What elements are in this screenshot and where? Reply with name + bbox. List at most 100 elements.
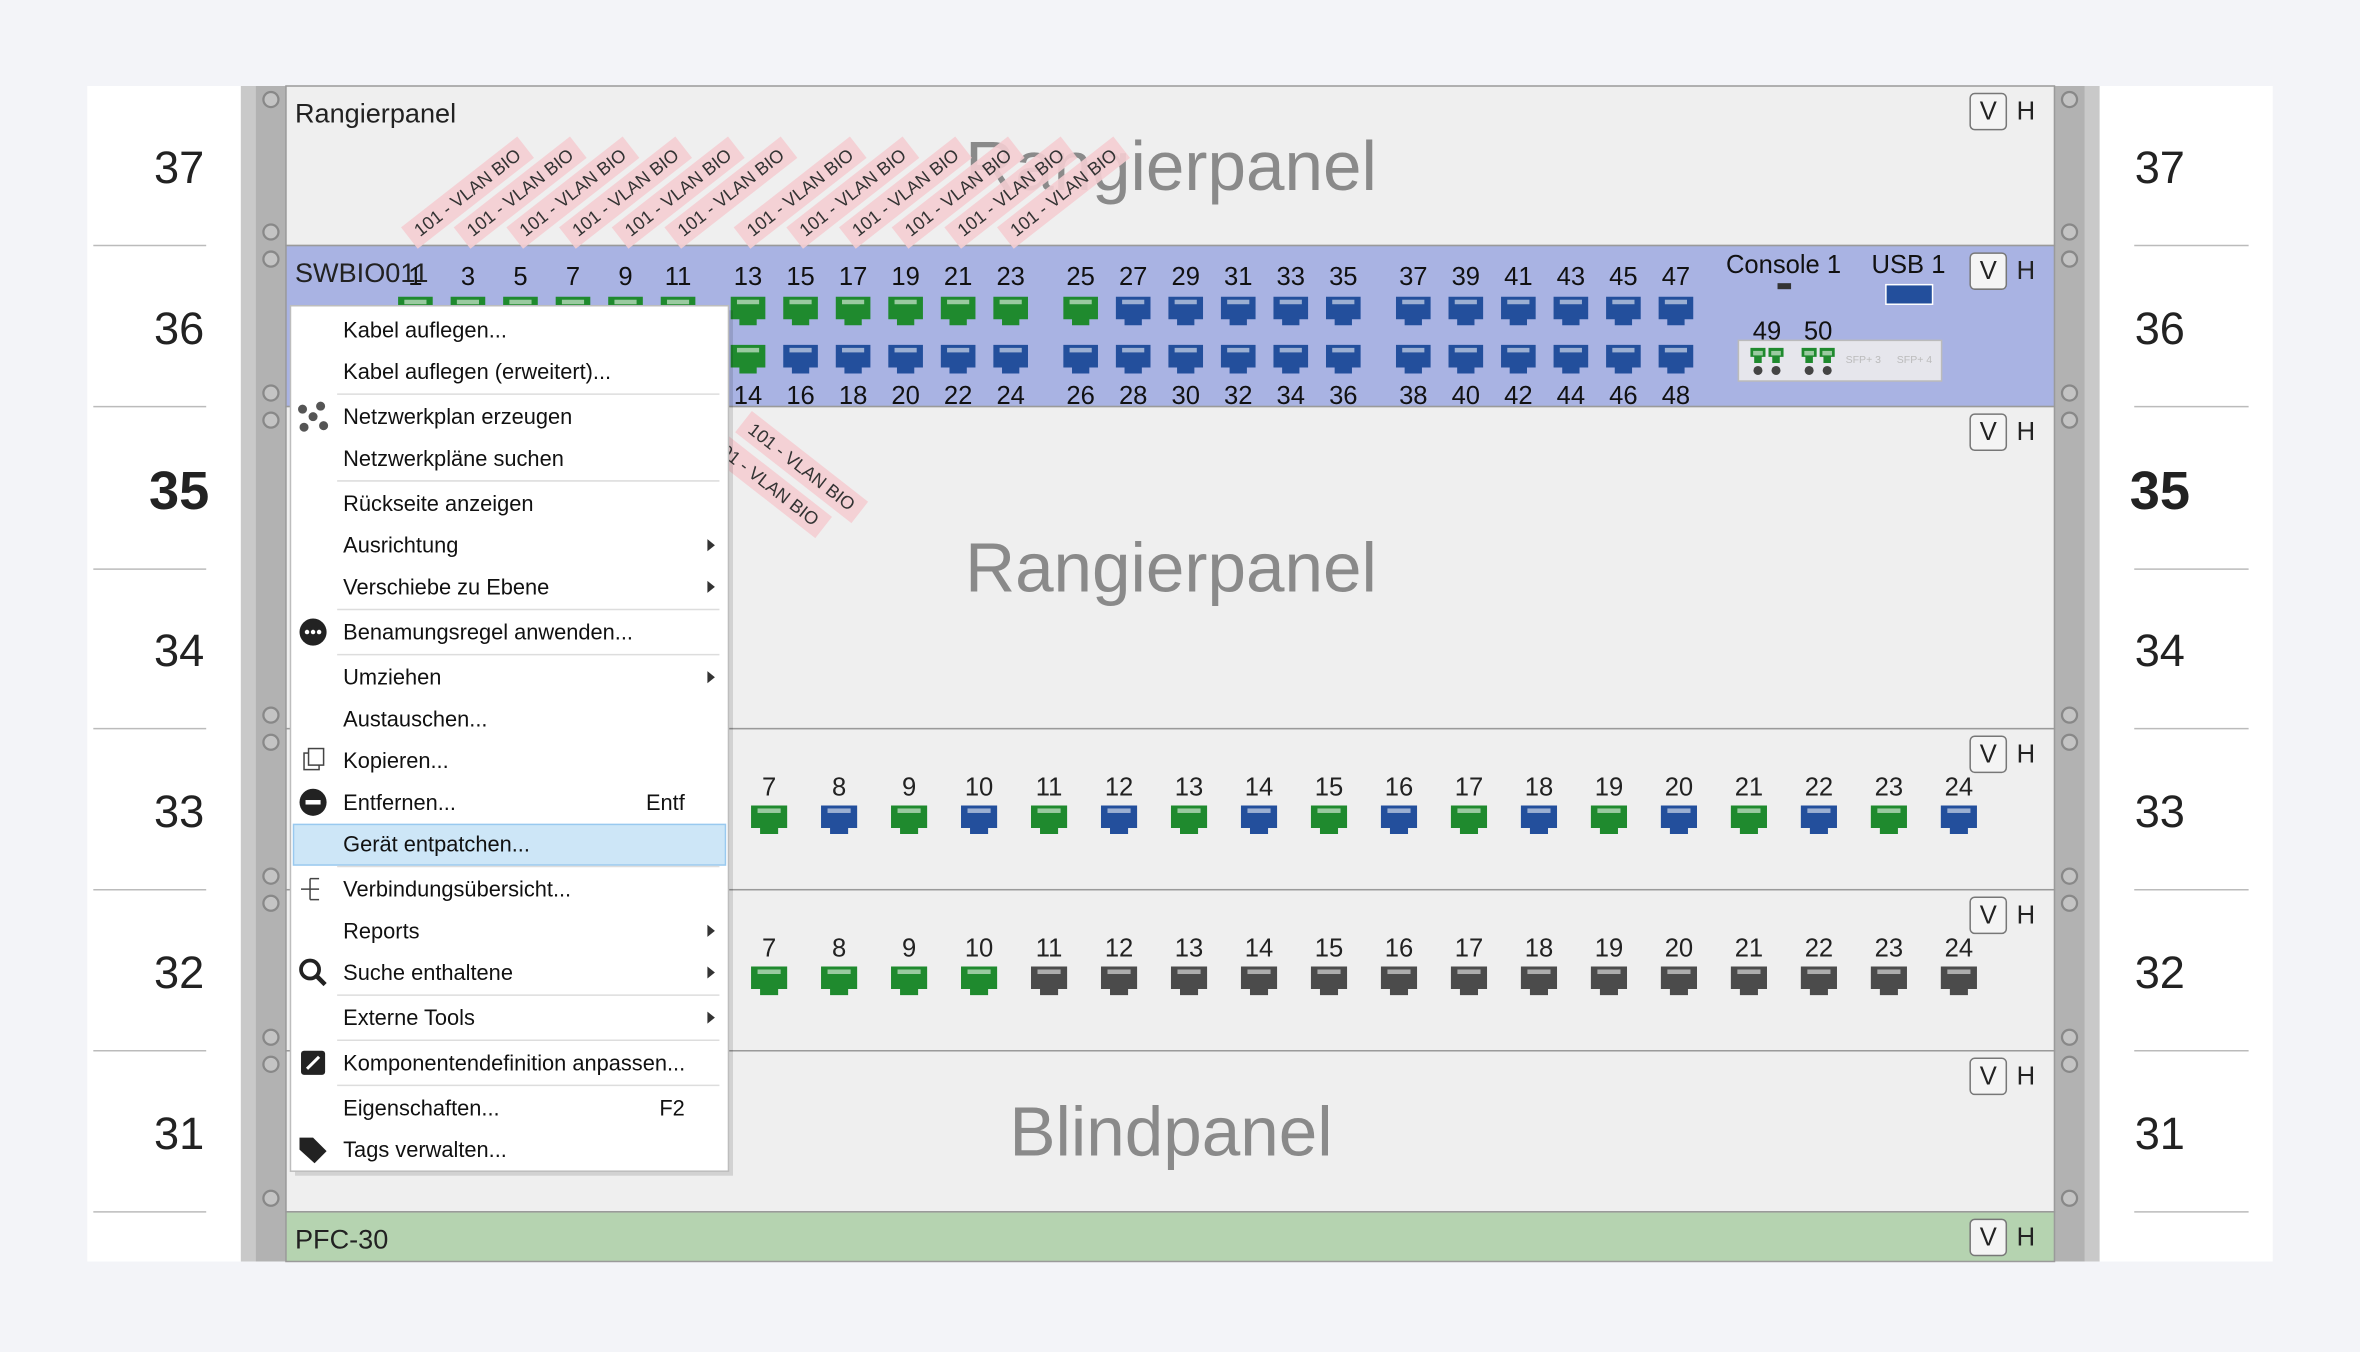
unit-number: 34 [2135, 625, 2185, 676]
switch-port-pins [1559, 299, 1582, 305]
view-button-v[interactable] [1969, 413, 2008, 451]
sfp-port-pins [1771, 350, 1781, 356]
port-pins [1947, 969, 1971, 975]
view-button-v[interactable] [1969, 92, 2008, 131]
view-button-v[interactable] [1969, 896, 2008, 935]
menu-item[interactable]: Netzwerkplan erzeugen [343, 404, 572, 429]
port-pins [1527, 969, 1551, 975]
switch-port-pins [999, 299, 1022, 305]
menu-item[interactable]: Rückseite anzeigen [343, 491, 533, 516]
menu-item-label: Externe Tools [343, 1005, 475, 1030]
port-number: 8 [832, 934, 846, 962]
menu-item[interactable]: Eigenschaften... F2 [343, 1095, 685, 1120]
switch-port-pins [789, 299, 812, 305]
sfp-label: SFP+ 3 [1846, 354, 1882, 366]
port-number: 11 [1036, 773, 1063, 801]
screw [262, 867, 280, 885]
menu-item[interactable]: Entfernen... Entf [343, 790, 686, 815]
switch-port-pins [1279, 299, 1302, 305]
port-number: 20 [891, 382, 919, 410]
unit-number: 37 [2135, 142, 2185, 193]
submenu-arrow [707, 539, 715, 552]
port-number: 38 [1399, 382, 1427, 410]
menu-item-label: Verschiebe zu Ebene [343, 574, 549, 599]
screw [2060, 90, 2079, 109]
menu-item[interactable]: Komponentendefinition anpassen... [343, 1050, 685, 1075]
port-number: 18 [1525, 773, 1553, 801]
cable-label-bg [733, 136, 867, 249]
port-number: 45 [1609, 263, 1637, 291]
menu-item[interactable]: Suche enthaltene [343, 960, 715, 985]
port-number: 9 [902, 773, 916, 801]
menu-item[interactable]: Kopieren... [343, 748, 449, 773]
device-name: SWBIO011 [295, 257, 428, 288]
icon-node [319, 421, 329, 431]
port-number: 16 [786, 382, 814, 410]
view-button-h[interactable]: H [2017, 418, 2035, 446]
port-number: 46 [1609, 382, 1637, 410]
switch-port-pins [1559, 347, 1582, 353]
menu-item[interactable]: Netzwerkpläne suchen [343, 446, 564, 471]
view-button-v[interactable] [1969, 252, 2008, 290]
menu-item[interactable]: Gerät entpatchen... [292, 823, 727, 866]
port-pins [1317, 969, 1341, 975]
view-button-h[interactable]: H [2017, 1062, 2035, 1090]
menu-item[interactable]: Kabel auflegen... [343, 317, 507, 342]
view-button-h[interactable]: H [2017, 98, 2035, 126]
port-number: 10 [965, 773, 993, 801]
menu-item[interactable]: Kabel auflegen (erweitert)... [343, 359, 611, 384]
view-button-h[interactable]: H [2017, 740, 2035, 768]
screw [2060, 894, 2079, 912]
screw [262, 1189, 280, 1207]
switch-port-pins [1402, 299, 1425, 305]
switch-port-pins [614, 299, 637, 305]
cable-label-bg [611, 136, 745, 249]
screw [262, 1055, 280, 1073]
switch-port-pins [1332, 347, 1355, 353]
port-number: 37 [1399, 263, 1427, 291]
switch-port-pins [894, 347, 917, 353]
menu-item[interactable]: Umziehen [343, 665, 715, 690]
port-number: 25 [1066, 263, 1094, 291]
menu-item[interactable]: Benamungsregel anwenden... [343, 620, 633, 645]
menu-item[interactable]: Verbindungsübersicht... [343, 877, 571, 902]
port-number: 21 [944, 263, 972, 291]
menu-item[interactable]: Externe Tools [343, 1005, 715, 1030]
view-button-v-label: V [1980, 1062, 1997, 1090]
port-number: 24 [1945, 934, 1973, 962]
view-button-v[interactable] [1969, 1057, 2008, 1096]
view-button-v[interactable] [1969, 1218, 2008, 1257]
port-pins [1667, 969, 1691, 975]
menu-item[interactable]: Austauschen... [343, 706, 487, 731]
sfp-led [1771, 365, 1781, 375]
port-pins [1667, 808, 1691, 813]
menu-item[interactable]: Tags verwalten... [343, 1137, 507, 1162]
port-number: 41 [1504, 263, 1532, 291]
view-button-v[interactable] [1969, 735, 2008, 774]
cable-label-bg [997, 136, 1130, 249]
view-button-h[interactable]: H [2017, 257, 2035, 285]
menu-item[interactable]: Ausrichtung [343, 533, 715, 558]
sfp-label: SFP+ 4 [1897, 354, 1933, 366]
port-pins [1107, 969, 1131, 975]
menu-item[interactable]: Verschiebe zu Ebene [343, 574, 715, 599]
port-number: 1 [408, 263, 422, 291]
port-number: 20 [1665, 934, 1693, 962]
port-number: 16 [1385, 934, 1413, 962]
icon-edit-pen [305, 1055, 321, 1070]
view-button-h[interactable]: H [2017, 901, 2035, 929]
device[interactable] [285, 1211, 2056, 1263]
usb-icon [1885, 283, 1934, 305]
port-number: 18 [839, 382, 867, 410]
switch-port-pins [1664, 347, 1688, 353]
port-number: 15 [786, 263, 814, 291]
port-number: 18 [1525, 934, 1553, 962]
switch-port-pins [666, 299, 690, 305]
submenu-arrow [707, 671, 715, 684]
switch-port-pins [1454, 299, 1477, 305]
view-button-h[interactable]: H [2017, 1223, 2035, 1251]
menu-item[interactable]: Reports [343, 918, 715, 943]
unit-number: 31 [154, 1108, 204, 1159]
menu-item-label: Benamungsregel anwenden... [343, 620, 633, 645]
